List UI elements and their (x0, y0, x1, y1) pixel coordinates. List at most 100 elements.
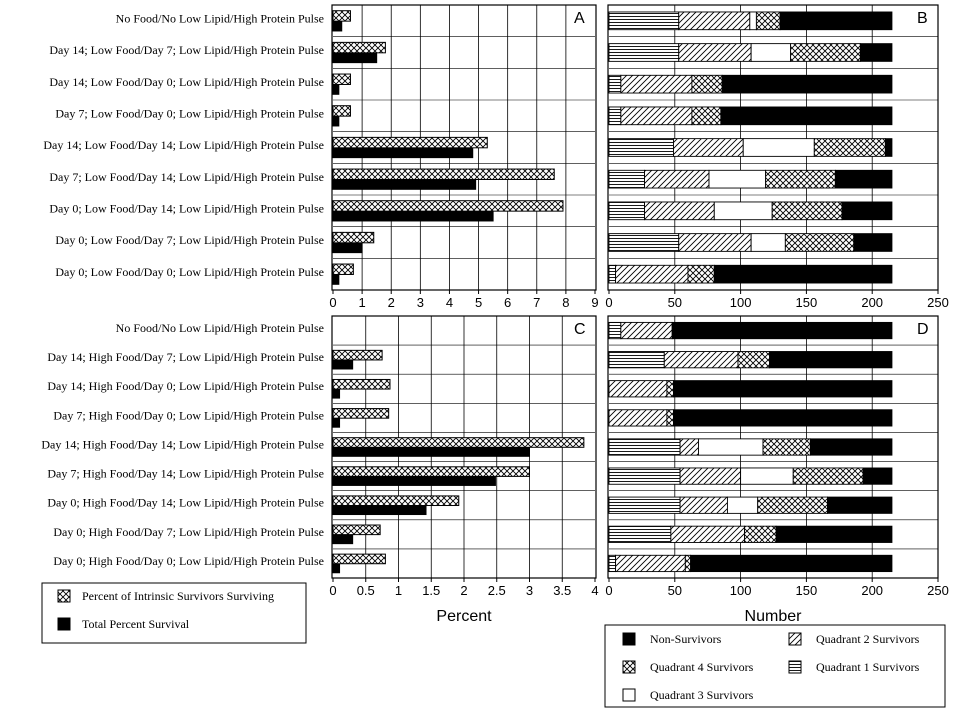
segment-non-survivors (720, 106, 893, 126)
segment-non-survivors (779, 11, 893, 31)
x-tick-label: 150 (796, 583, 818, 598)
bar-intrinsic-surviving (332, 10, 351, 22)
x-tick-label: 4 (446, 295, 453, 310)
segment-quadrant-2 (663, 351, 739, 369)
bar-total-survival (332, 52, 378, 64)
x-tick-label: 6 (504, 295, 511, 310)
bar-intrinsic-surviving (332, 73, 351, 85)
segment-quadrant-1 (608, 138, 674, 157)
bar-total-survival (332, 84, 340, 95)
segment-non-survivors (859, 43, 893, 62)
segment-quadrant-4 (744, 525, 777, 543)
x-tick-label: 3 (526, 583, 533, 598)
panel-c-letter: C (574, 321, 586, 338)
x-tick-label: 200 (861, 583, 883, 598)
x-tick-label: 8 (562, 295, 569, 310)
bar-total-survival (332, 115, 340, 127)
x-tick-label: 2.5 (488, 583, 506, 598)
segment-quadrant-1 (608, 554, 617, 573)
legend-left-item-1: Percent of Intrinsic Survivors Surviving (82, 589, 274, 603)
segment-non-survivors (713, 264, 893, 284)
segment-quadrant-2 (620, 106, 693, 126)
x-tick-label: 250 (927, 583, 949, 598)
segment-quadrant-1 (608, 496, 681, 514)
segment-non-survivors (841, 201, 893, 221)
bar-total-survival (332, 417, 341, 428)
x-tick-label: 50 (668, 583, 682, 598)
segment-quadrant-2 (620, 74, 693, 94)
bar-total-survival (332, 359, 354, 370)
segment-quadrant-2 (673, 138, 744, 157)
bar-intrinsic-surviving (332, 378, 391, 390)
bar-intrinsic-surviving (332, 41, 386, 54)
legend-right-item-1: Non-Survivors (650, 632, 722, 646)
legend-swatch-solid (57, 617, 71, 631)
segment-non-survivors (862, 467, 893, 485)
segment-quadrant-4 (755, 11, 781, 31)
segment-quadrant-4 (762, 438, 811, 456)
panel-d: D 0 50 100 150 200 250 Number (605, 315, 949, 625)
legend-swatch-quadrant-4 (622, 660, 636, 674)
legend-swatch-crosshatch (57, 589, 71, 603)
bar-total-survival (332, 505, 427, 516)
category-label: Day 7; Low Food/Day 14; Low Lipid/High P… (49, 170, 324, 184)
segment-quadrant-1 (608, 351, 665, 369)
panel-c: C No Food/No Low Lipid/High Protein Puls… (41, 315, 599, 625)
category-label: Day 0; Low Food/Day 7; Low Lipid/High Pr… (55, 233, 324, 247)
segment-quadrant-2 (620, 321, 673, 340)
segment-quadrant-1 (608, 106, 622, 126)
legend-swatch-non-survivors (622, 632, 636, 646)
segment-quadrant-1 (608, 43, 680, 62)
panel-d-frame (607, 315, 939, 579)
x-tick-label: 4 (591, 583, 598, 598)
legend-left-frame (41, 582, 307, 644)
segment-quadrant-4 (666, 409, 674, 427)
category-label: Day 7; High Food/Day 0; Low Lipid/High P… (53, 408, 324, 422)
bar-intrinsic-surviving (332, 263, 354, 275)
legend-right-item-3: Quadrant 4 Survivors (650, 660, 754, 674)
bar-total-survival (332, 274, 340, 285)
panel-b: B 0 50 100 150 200 250 (605, 4, 949, 310)
x-tick-label: 100 (730, 295, 752, 310)
category-label: Day 0; High Food/Day 0; Low Lipid/High P… (53, 554, 324, 568)
x-tick-label: 3.5 (553, 583, 571, 598)
segment-quadrant-3 (708, 169, 767, 189)
category-label: Day 0; High Food/Day 7; Low Lipid/High P… (53, 525, 324, 539)
x-tick-label: 7 (533, 295, 540, 310)
x-tick-label: 9 (591, 295, 598, 310)
segment-quadrant-4 (813, 138, 886, 157)
category-label: Day 14; High Food/Day 0; Low Lipid/High … (47, 379, 324, 393)
bar-total-survival (332, 210, 494, 222)
category-label: Day 7; Low Food/Day 0; Low Lipid/High Pr… (55, 106, 324, 120)
segment-quadrant-2 (679, 496, 728, 514)
panel-a-letter: A (574, 10, 585, 27)
legend-swatch-quadrant-3 (622, 688, 636, 702)
segment-non-survivors (721, 74, 893, 94)
segment-quadrant-4 (792, 467, 864, 485)
bar-intrinsic-surviving (332, 168, 555, 180)
x-tick-label: 0 (329, 583, 336, 598)
segment-quadrant-2 (678, 233, 752, 252)
bar-intrinsic-surviving (332, 524, 381, 536)
segment-quadrant-4 (666, 380, 674, 398)
segment-quadrant-3 (726, 496, 759, 514)
x-tick-label: 0.5 (357, 583, 375, 598)
x-tick-label: 50 (668, 295, 682, 310)
panel-c-xlabel: Percent (436, 608, 492, 625)
category-label: Day 14; Low Food/Day 0; Low Lipid/High P… (49, 75, 324, 89)
segment-quadrant-3 (698, 438, 764, 456)
category-label: No Food/No Low Lipid/High Protein Pulse (116, 321, 324, 335)
segment-quadrant-4 (687, 264, 715, 284)
segment-non-survivors (827, 496, 893, 514)
category-label: Day 0; Low Food/Day 14; Low Lipid/High P… (49, 201, 324, 215)
segment-quadrant-1 (608, 467, 681, 485)
segment-quadrant-4 (790, 43, 861, 62)
category-label: Day 7; High Food/Day 14; Low Lipid/High … (47, 467, 324, 481)
segment-quadrant-4 (784, 233, 855, 252)
bar-total-survival (332, 20, 343, 32)
x-tick-label: 0 (605, 295, 612, 310)
segment-quadrant-4 (691, 106, 722, 126)
legend-right-item-2: Quadrant 2 Survivors (816, 632, 920, 646)
segment-quadrant-1 (608, 321, 622, 340)
